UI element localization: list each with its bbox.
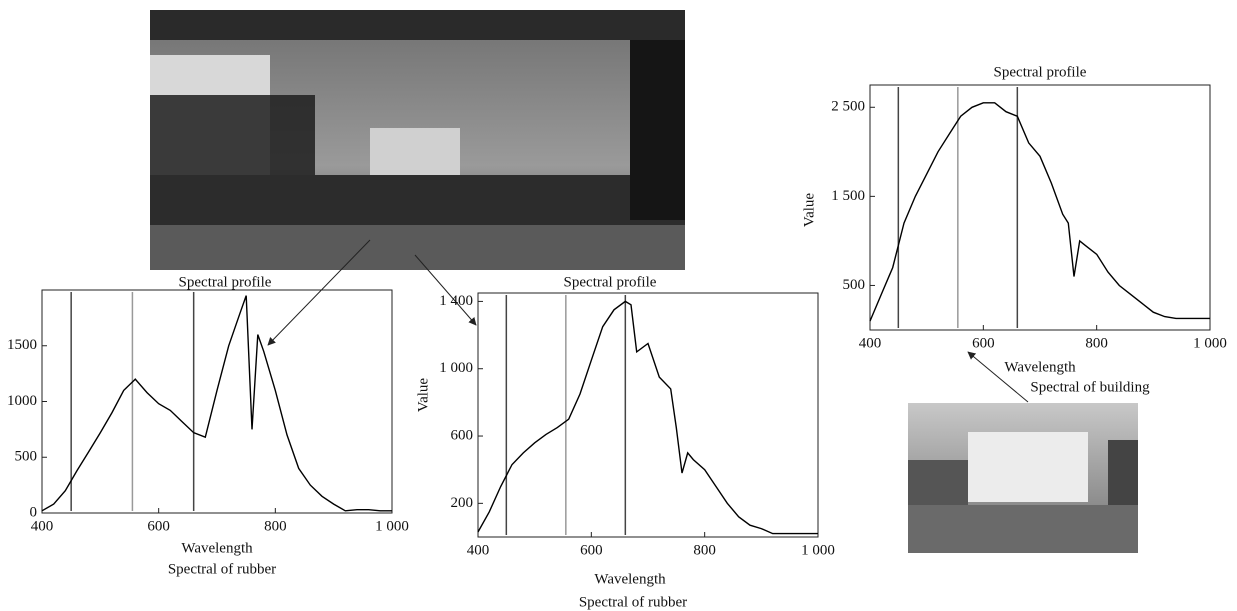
x-tick-label: 1 000 [375,518,409,534]
plot-frame [477,292,819,538]
x-tick-label: 1 000 [801,542,835,558]
x-axis-label: Wavelength [1004,359,1076,375]
caption: Spectral of rubber [579,594,687,610]
x-tick-label: 400 [467,542,490,558]
y-tick-label: 600 [451,427,474,443]
arrow [414,254,477,326]
y-axis-label: Value [801,193,817,227]
chart-title: Spectral profile [994,64,1087,80]
y-tick-label: 1000 [7,393,37,409]
building-photo [908,403,1138,553]
x-tick-label: 400 [31,518,54,534]
chart-title: Spectral profile [179,274,272,290]
x-axis-label: Wavelength [594,571,666,587]
x-tick-label: 800 [693,542,716,558]
caption: Spectral of building [1030,379,1150,395]
x-axis-label: Wavelength [181,540,253,556]
x-tick-label: 800 [1085,335,1108,351]
y-tick-label: 1 400 [439,293,473,309]
x-tick-label: 800 [264,518,287,534]
y-tick-label: 1 000 [439,360,473,376]
y-tick-label: 0 [30,504,38,520]
plot-frame [41,289,393,514]
x-tick-label: 400 [859,335,882,351]
y-tick-label: 500 [843,277,866,293]
caption: Spectral of rubber [168,561,276,577]
spectral-line [41,295,392,512]
x-tick-label: 600 [147,518,170,534]
arrow [967,351,1029,403]
x-tick-label: 1 000 [1193,335,1227,351]
plot-frame [869,84,1211,331]
x-tick-label: 600 [580,542,603,558]
y-axis-label: Value [415,378,431,412]
spectral-line [869,102,1210,322]
x-tick-label: 600 [972,335,995,351]
y-tick-label: 1 500 [831,188,865,204]
spectral-line [477,300,818,535]
scene-photo [150,10,685,270]
arrow [267,239,371,346]
y-tick-label: 200 [451,495,474,511]
chart-title: Spectral profile [564,274,657,290]
y-tick-label: 500 [15,449,38,465]
y-tick-label: 1500 [7,337,37,353]
y-tick-label: 2 500 [831,99,865,115]
